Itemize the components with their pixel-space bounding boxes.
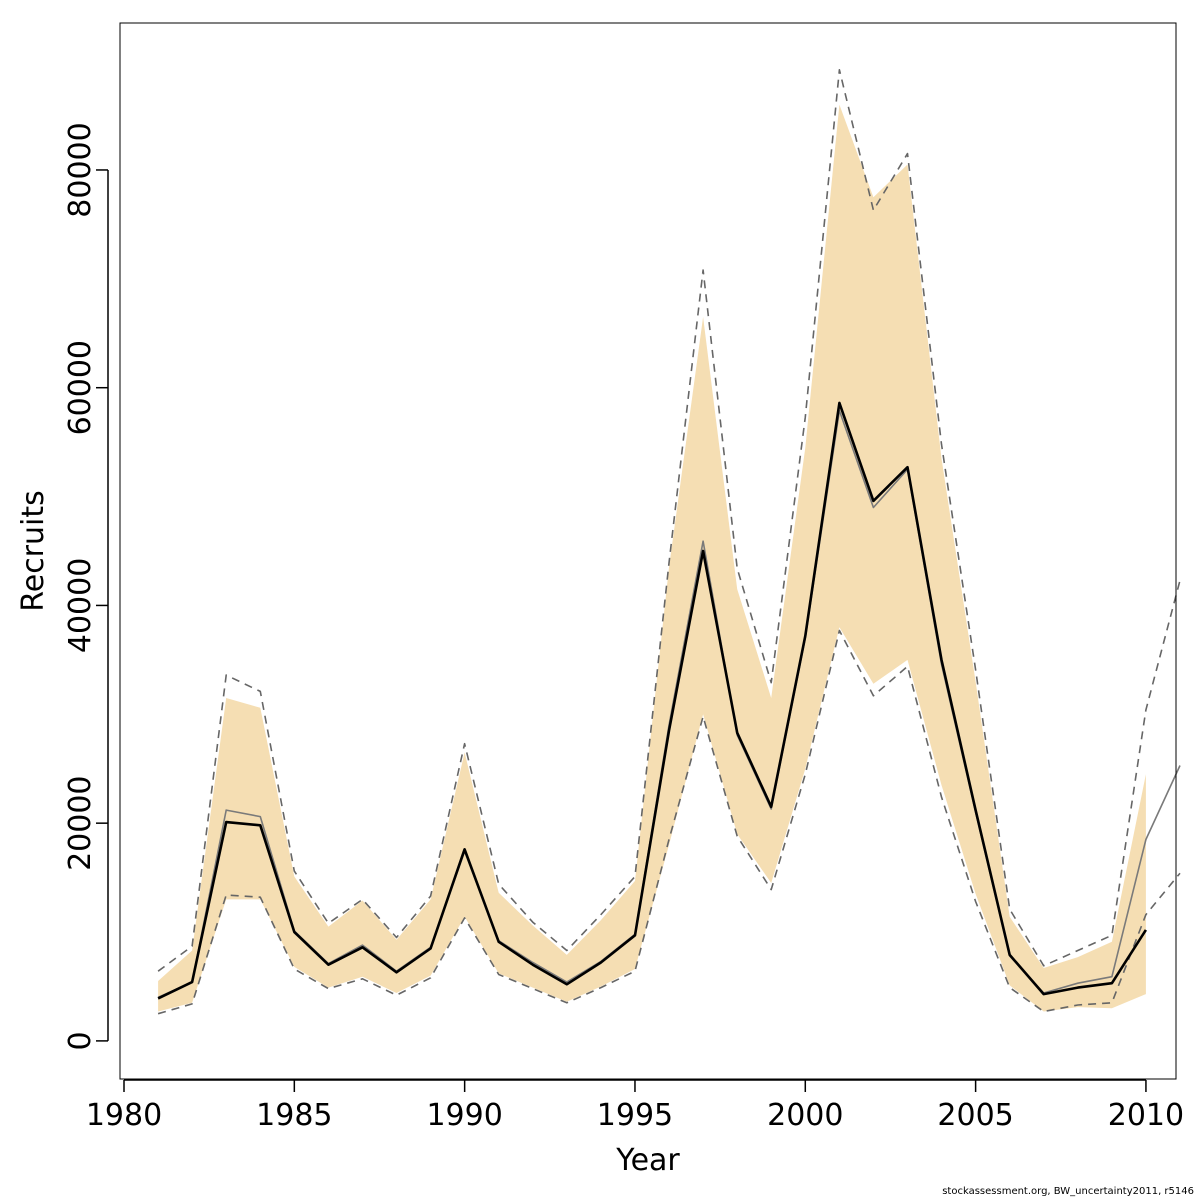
y-tick-label: 80000 [63,122,98,217]
y-tick-label: 60000 [63,340,98,435]
x-axis: 1980 1985 1990 1995 2000 2005 2010 [86,1079,1184,1133]
upper-bound-line [157,69,1181,972]
x-tick-label: 2010 [1108,1098,1184,1133]
lower-bound-line [157,629,1181,1015]
x-tick-label: 2000 [767,1098,843,1133]
y-tick-label: 40000 [63,558,98,653]
x-tick-label: 1995 [597,1098,673,1133]
line-layer [157,69,1181,1015]
x-tick-label: 1990 [426,1098,502,1133]
y-axis-title: Recruits [16,490,51,612]
y-axis: 0 20000 40000 60000 80000 [63,122,109,1050]
y-tick-label: 20000 [63,775,98,870]
x-tick-label: 2005 [937,1098,1013,1133]
y-tick-label: 0 [63,1031,98,1050]
footer-note: stockassessment.org, BW_uncertainty2011,… [942,1186,1194,1197]
median-line-black [157,401,1147,1000]
band-layer [158,104,1146,1012]
x-tick-label: 1980 [86,1098,162,1133]
x-axis-title: Year [615,1143,680,1178]
credible-band [158,104,1146,1012]
x-tick-label: 1985 [256,1098,332,1133]
plot-frame [119,22,1177,1080]
